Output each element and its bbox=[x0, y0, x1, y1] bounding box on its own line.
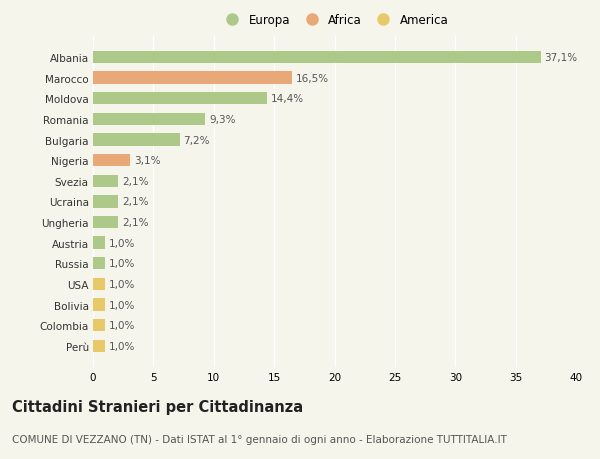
Bar bbox=[93, 319, 105, 331]
Bar bbox=[93, 93, 267, 105]
Bar bbox=[93, 175, 118, 188]
Bar bbox=[93, 237, 105, 249]
Bar bbox=[93, 299, 105, 311]
Text: 1,0%: 1,0% bbox=[109, 259, 135, 269]
Bar bbox=[93, 113, 205, 126]
Text: 37,1%: 37,1% bbox=[545, 53, 578, 63]
Text: 2,1%: 2,1% bbox=[122, 197, 148, 207]
Text: 1,0%: 1,0% bbox=[109, 238, 135, 248]
Bar bbox=[93, 340, 105, 352]
Bar bbox=[93, 216, 118, 229]
Text: 7,2%: 7,2% bbox=[184, 135, 210, 145]
Text: Cittadini Stranieri per Cittadinanza: Cittadini Stranieri per Cittadinanza bbox=[12, 399, 303, 414]
Text: 1,0%: 1,0% bbox=[109, 320, 135, 330]
Text: 1,0%: 1,0% bbox=[109, 279, 135, 289]
Text: 9,3%: 9,3% bbox=[209, 115, 235, 125]
Bar bbox=[93, 196, 118, 208]
Text: 2,1%: 2,1% bbox=[122, 176, 148, 186]
Bar bbox=[93, 134, 180, 146]
Text: COMUNE DI VEZZANO (TN) - Dati ISTAT al 1° gennaio di ogni anno - Elaborazione TU: COMUNE DI VEZZANO (TN) - Dati ISTAT al 1… bbox=[12, 434, 507, 444]
Bar bbox=[93, 52, 541, 64]
Text: 16,5%: 16,5% bbox=[296, 73, 329, 84]
Legend: Europa, Africa, America: Europa, Africa, America bbox=[216, 10, 453, 32]
Text: 1,0%: 1,0% bbox=[109, 341, 135, 351]
Text: 2,1%: 2,1% bbox=[122, 218, 148, 228]
Text: 14,4%: 14,4% bbox=[271, 94, 304, 104]
Bar bbox=[93, 155, 130, 167]
Bar bbox=[93, 257, 105, 270]
Bar bbox=[93, 278, 105, 291]
Bar bbox=[93, 73, 292, 84]
Text: 1,0%: 1,0% bbox=[109, 300, 135, 310]
Text: 3,1%: 3,1% bbox=[134, 156, 161, 166]
